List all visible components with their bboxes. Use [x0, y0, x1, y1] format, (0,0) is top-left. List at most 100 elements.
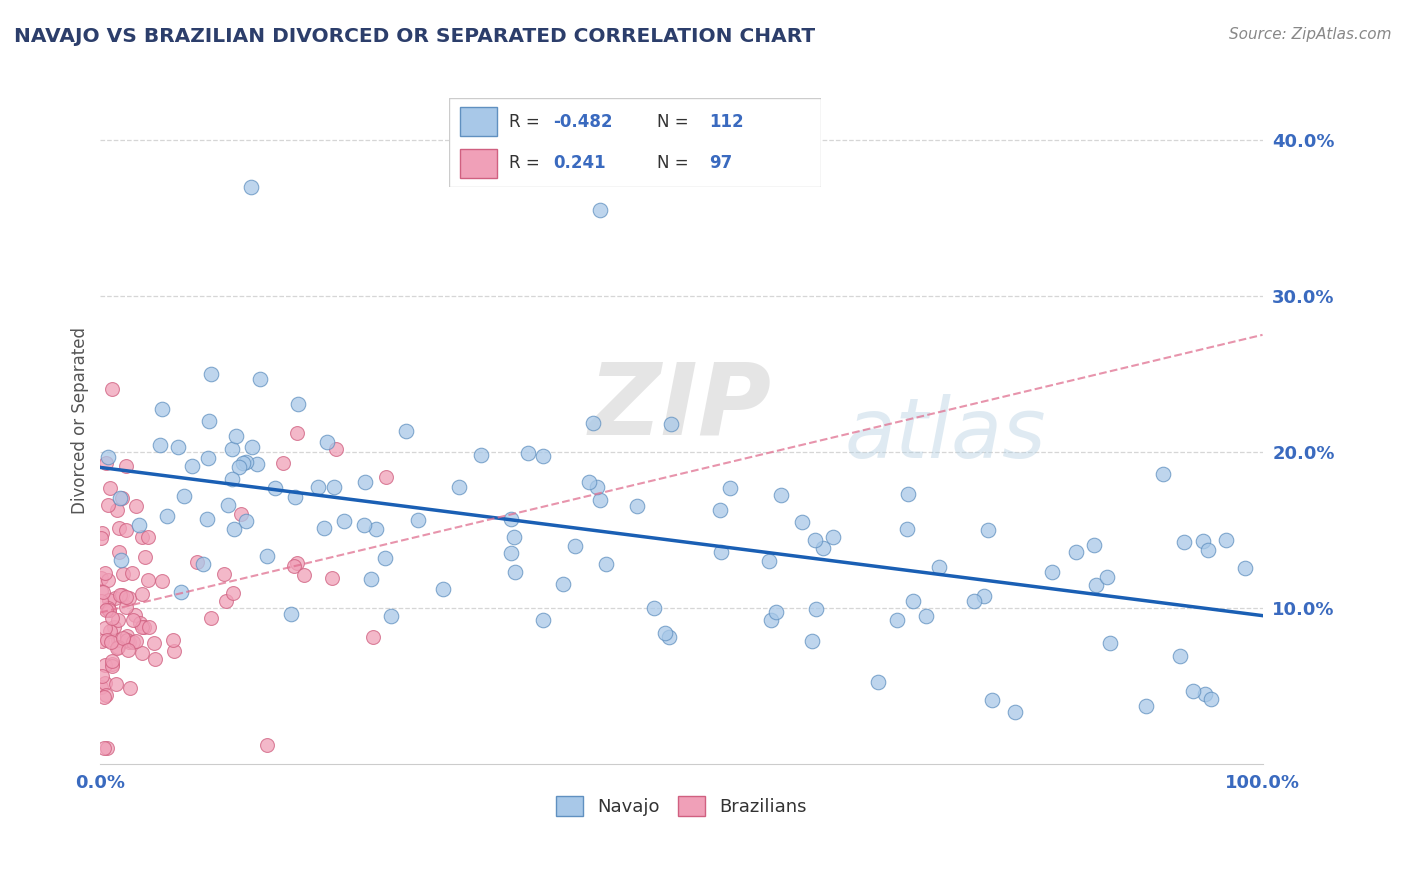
Point: [94, 688, 117, 702]
Point: [121, 613, 143, 627]
Point: [285, 557, 308, 571]
Point: [122, 634, 145, 648]
Point: [501, 512, 523, 526]
Point: [105, 502, 128, 516]
Point: [886, 613, 908, 627]
Point: [212, 567, 235, 582]
Point: [104, 591, 127, 606]
Point: [963, 594, 986, 608]
Point: [129, 615, 152, 630]
Point: [360, 572, 382, 586]
Point: [118, 635, 141, 649]
Point: [134, 620, 156, 634]
Point: [128, 518, 150, 533]
Point: [108, 589, 131, 603]
Point: [105, 677, 128, 691]
Point: [246, 457, 269, 471]
Point: [97, 574, 120, 588]
Point: [107, 521, 129, 535]
Point: [221, 472, 243, 486]
Point: [228, 460, 250, 475]
Point: [115, 599, 138, 614]
Point: [551, 577, 574, 591]
Point: [517, 445, 540, 459]
Point: [100, 654, 122, 668]
Point: [138, 573, 160, 587]
Point: [1197, 543, 1219, 558]
Point: [221, 586, 243, 600]
Point: [307, 480, 329, 494]
Point: [595, 557, 617, 571]
Point: [97, 601, 120, 615]
Point: [101, 658, 124, 673]
Point: [758, 554, 780, 568]
Point: [93, 741, 115, 756]
Point: [191, 557, 214, 571]
Point: [143, 652, 166, 666]
Point: [449, 481, 471, 495]
Point: [131, 587, 153, 601]
Point: [97, 498, 120, 512]
Point: [131, 530, 153, 544]
Point: [162, 632, 184, 647]
Point: [977, 523, 1000, 537]
Point: [91, 669, 114, 683]
Point: [115, 591, 138, 605]
Point: [90, 584, 112, 599]
Point: [896, 487, 918, 501]
Point: [124, 607, 146, 622]
Point: [149, 437, 172, 451]
Point: [111, 566, 134, 581]
Point: [111, 491, 134, 505]
Point: [115, 633, 138, 648]
Point: [626, 499, 648, 513]
Point: [94, 603, 117, 617]
Point: [97, 603, 120, 617]
Point: [366, 523, 388, 537]
Point: [333, 514, 356, 528]
Point: [156, 509, 179, 524]
Point: [564, 539, 586, 553]
Text: atlas: atlas: [844, 394, 1046, 475]
Point: [100, 635, 122, 649]
Point: [107, 632, 129, 647]
Point: [98, 592, 121, 607]
Point: [173, 489, 195, 503]
Point: [1152, 467, 1174, 482]
Point: [1004, 705, 1026, 719]
Point: [586, 480, 609, 494]
Point: [499, 546, 522, 560]
Text: NAVAJO VS BRAZILIAN DIVORCED OR SEPARATED CORRELATION CHART: NAVAJO VS BRAZILIAN DIVORCED OR SEPARATE…: [14, 27, 815, 45]
Point: [657, 630, 679, 644]
Point: [643, 601, 665, 615]
Point: [1192, 533, 1215, 548]
Point: [896, 522, 918, 536]
Point: [103, 620, 125, 634]
Point: [325, 442, 347, 456]
Point: [804, 602, 827, 616]
Point: [131, 646, 153, 660]
Point: [406, 513, 429, 527]
Point: [1194, 687, 1216, 701]
Point: [1064, 545, 1087, 559]
Point: [804, 533, 827, 547]
Point: [271, 456, 294, 470]
Point: [94, 676, 117, 690]
Point: [503, 565, 526, 579]
Point: [229, 508, 252, 522]
Point: [221, 442, 243, 456]
Point: [98, 603, 121, 617]
Point: [470, 448, 492, 462]
Point: [981, 693, 1004, 707]
Point: [98, 481, 121, 495]
Point: [659, 417, 682, 432]
Point: [200, 611, 222, 625]
Point: [215, 594, 238, 608]
Point: [811, 541, 834, 555]
Point: [150, 402, 173, 417]
Point: [217, 498, 239, 512]
Point: [101, 610, 124, 624]
Point: [901, 594, 924, 608]
Point: [200, 368, 222, 382]
Point: [373, 550, 395, 565]
